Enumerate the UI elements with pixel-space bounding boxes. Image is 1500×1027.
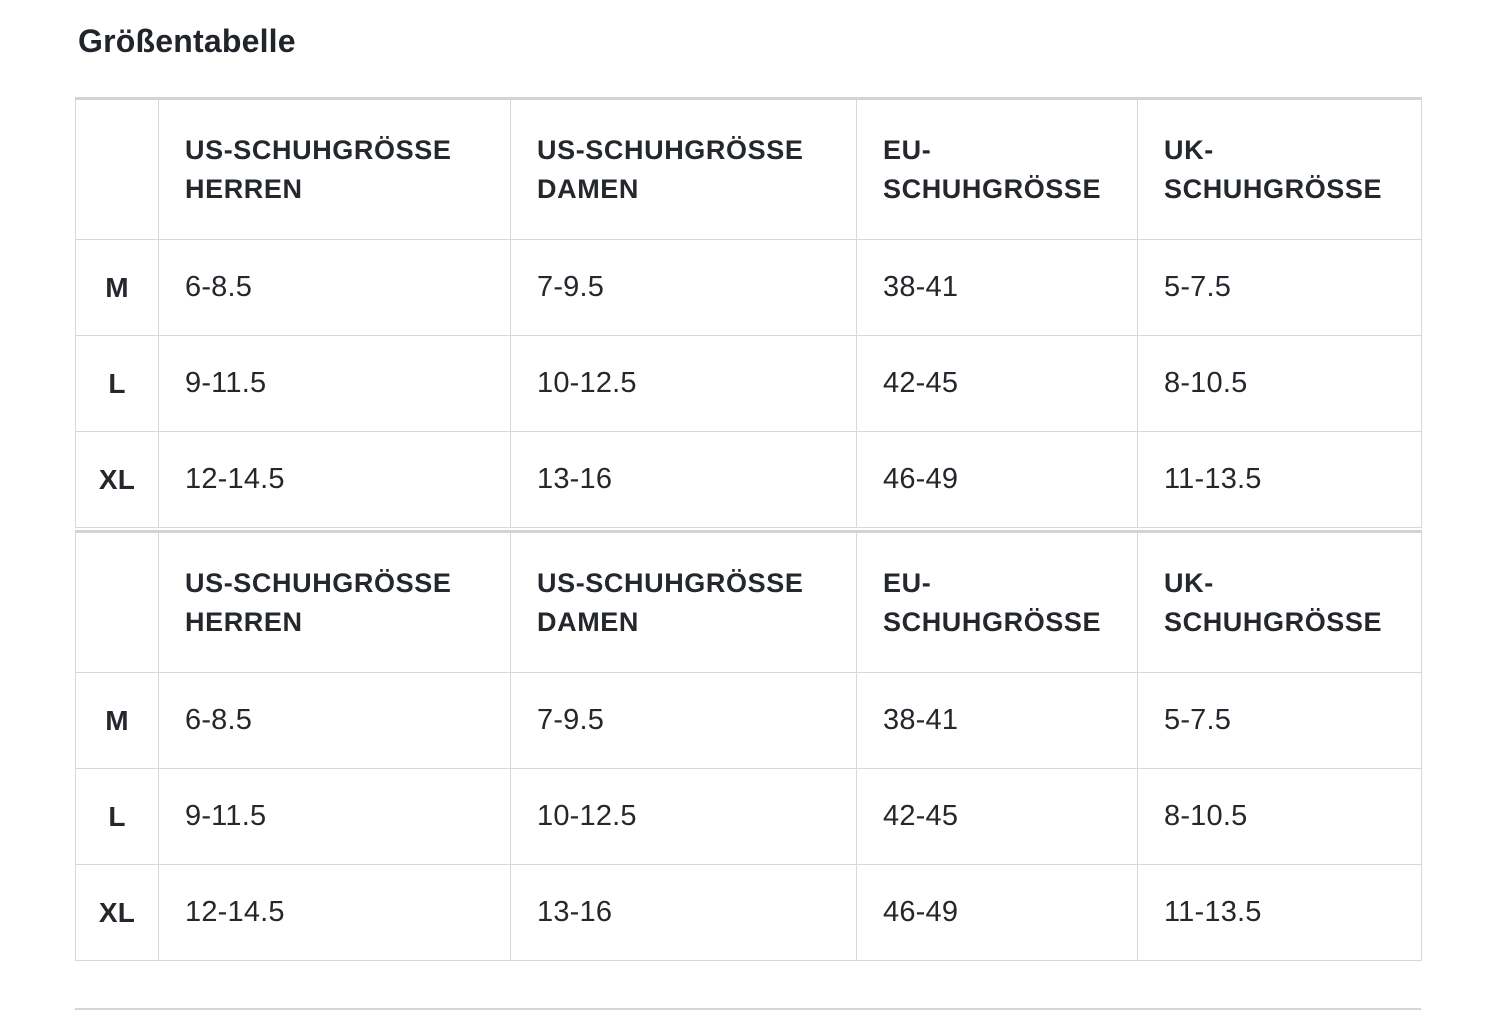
size-label-cell: L [75,335,159,432]
table-row-m: M 6-8.5 7-9.5 38-41 5-7.5 [75,239,1422,336]
data-cell: 10-12.5 [510,335,857,432]
data-cell: 5-7.5 [1137,672,1422,769]
data-cell: 8-10.5 [1137,768,1422,865]
data-cell: 11-13.5 [1137,864,1422,961]
data-cell: 6-8.5 [158,672,511,769]
size-chart-table-2: US-SCHUHGRÖSSE HERREN US-SCHUHGRÖSSE DAM… [75,530,1422,961]
data-cell: 10-12.5 [510,768,857,865]
size-label-cell: L [75,768,159,865]
data-cell: 6-8.5 [158,239,511,336]
header-cell-uk: UK- SCHUHGRÖSSE [1137,531,1422,673]
data-cell: 9-11.5 [158,335,511,432]
data-cell: 38-41 [856,672,1138,769]
data-cell: 46-49 [856,431,1138,528]
data-cell: 12-14.5 [158,431,511,528]
table-row-xl: XL 12-14.5 13-16 46-49 11-13.5 [75,431,1422,528]
content-area: Größentabelle US-SCHUHGRÖSSE HERREN US-S… [0,22,1500,1010]
header-cell-empty [75,531,159,673]
header-cell-us-women: US-SCHUHGRÖSSE DAMEN [510,531,857,673]
data-cell: 46-49 [856,864,1138,961]
data-cell: 42-45 [856,768,1138,865]
size-label-cell: XL [75,864,159,961]
size-label-cell: XL [75,431,159,528]
data-cell: 8-10.5 [1137,335,1422,432]
data-cell: 11-13.5 [1137,431,1422,528]
header-cell-uk: UK- SCHUHGRÖSSE [1137,98,1422,240]
header-cell-us-women: US-SCHUHGRÖSSE DAMEN [510,98,857,240]
size-label-cell: M [75,672,159,769]
header-cell-eu: EU- SCHUHGRÖSSE [856,98,1138,240]
data-cell: 7-9.5 [510,672,857,769]
data-cell: 7-9.5 [510,239,857,336]
header-row: US-SCHUHGRÖSSE HERREN US-SCHUHGRÖSSE DAM… [75,98,1422,240]
header-cell-eu: EU- SCHUHGRÖSSE [856,531,1138,673]
data-cell: 42-45 [856,335,1138,432]
data-cell: 13-16 [510,431,857,528]
data-cell: 13-16 [510,864,857,961]
table-row-l: L 9-11.5 10-12.5 42-45 8-10.5 [75,335,1422,432]
data-cell: 9-11.5 [158,768,511,865]
header-cell-us-men: US-SCHUHGRÖSSE HERREN [158,531,511,673]
table-row-l: L 9-11.5 10-12.5 42-45 8-10.5 [75,768,1422,865]
section-divider [75,1008,1421,1010]
page-title: Größentabelle [78,23,296,59]
header-row: US-SCHUHGRÖSSE HERREN US-SCHUHGRÖSSE DAM… [75,531,1422,673]
header-cell-empty [75,98,159,240]
data-cell: 38-41 [856,239,1138,336]
table-row-xl: XL 12-14.5 13-16 46-49 11-13.5 [75,864,1422,961]
data-cell: 5-7.5 [1137,239,1422,336]
table-row-m: M 6-8.5 7-9.5 38-41 5-7.5 [75,672,1422,769]
size-label-cell: M [75,239,159,336]
size-chart-table-1: US-SCHUHGRÖSSE HERREN US-SCHUHGRÖSSE DAM… [75,97,1422,528]
data-cell: 12-14.5 [158,864,511,961]
header-cell-us-men: US-SCHUHGRÖSSE HERREN [158,98,511,240]
